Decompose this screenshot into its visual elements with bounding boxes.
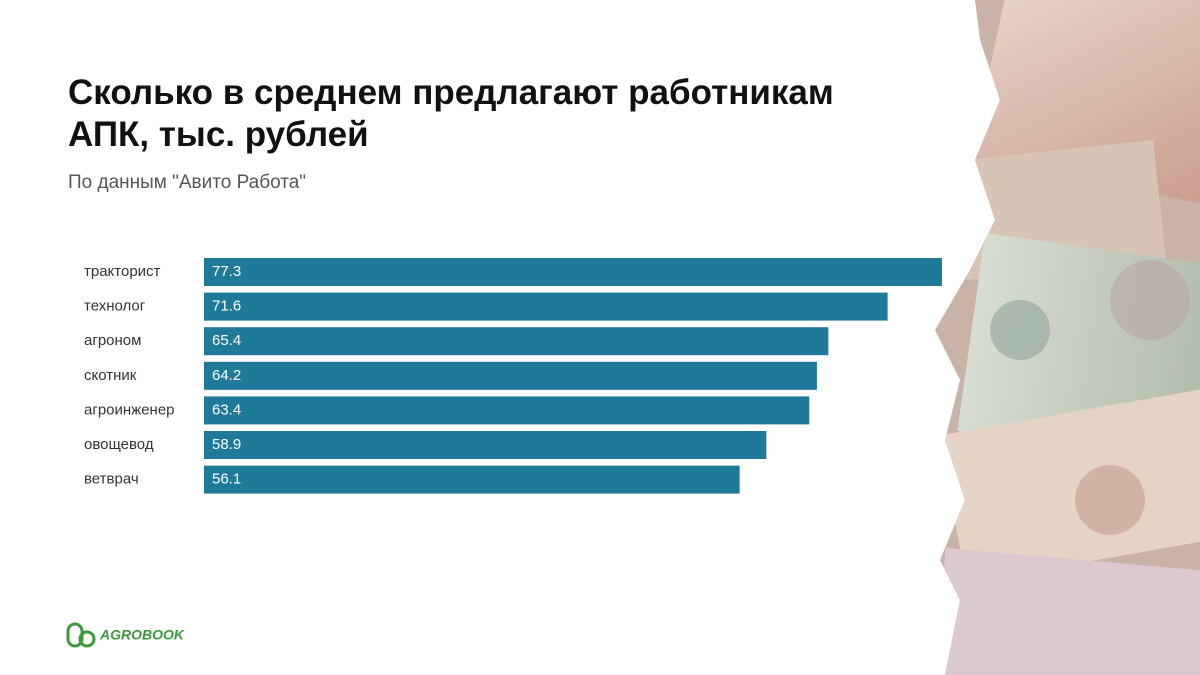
category-label: тракторист xyxy=(84,263,161,280)
bar xyxy=(204,327,829,356)
logo: AGROBOOK xyxy=(66,622,185,648)
bar xyxy=(204,396,810,425)
value-label: 64.2 xyxy=(212,367,241,384)
category-label: овощевод xyxy=(84,436,154,453)
value-label: 56.1 xyxy=(212,471,241,488)
logo-text: AGROBOOK xyxy=(99,627,185,643)
bar xyxy=(204,465,740,494)
category-label: ветврач xyxy=(84,471,139,488)
bar xyxy=(204,431,767,459)
bar xyxy=(204,292,888,321)
category-label: агроном xyxy=(84,332,141,349)
category-label: скотник xyxy=(84,367,137,384)
category-label: агроинженер xyxy=(84,401,175,418)
chart-subtitle: По данным "Авито Работа" xyxy=(68,172,307,193)
value-label: 58.9 xyxy=(212,436,241,453)
category-label: технолог xyxy=(84,298,146,315)
chart-title: Сколько в среднем предлагают работникам … xyxy=(68,73,834,154)
banknotes-photo xyxy=(935,0,1200,675)
value-label: 71.6 xyxy=(212,298,241,315)
value-label: 77.3 xyxy=(212,263,241,280)
value-label: 63.4 xyxy=(212,401,241,418)
value-label: 65.4 xyxy=(212,332,241,349)
bar xyxy=(204,361,817,390)
bar xyxy=(204,258,942,286)
